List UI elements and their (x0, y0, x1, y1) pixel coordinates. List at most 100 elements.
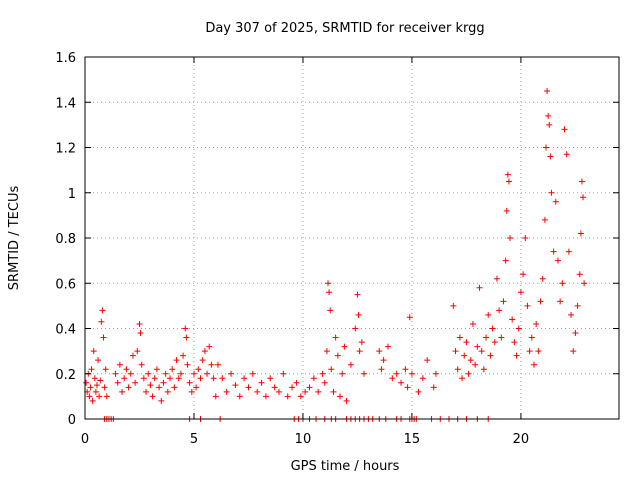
data-point (212, 393, 219, 400)
data-point (175, 375, 182, 382)
data-point (87, 384, 94, 391)
data-point (197, 375, 204, 382)
data-point (195, 366, 202, 373)
data-point (520, 271, 527, 278)
data-point (393, 370, 400, 377)
data-point (147, 382, 154, 389)
data-point (129, 352, 136, 359)
data-point (454, 366, 461, 373)
data-point (541, 216, 548, 223)
data-point (236, 393, 243, 400)
data-point (328, 366, 335, 373)
data-point (398, 379, 405, 386)
data-point (116, 361, 123, 368)
data-point (206, 343, 213, 350)
data-point (315, 388, 322, 395)
data-point (565, 248, 572, 255)
data-point (360, 370, 367, 377)
data-point (415, 388, 422, 395)
data-point (326, 289, 333, 296)
data-point (188, 388, 195, 395)
data-point (140, 375, 147, 382)
data-point (580, 194, 587, 201)
y-tick-label: 0.4 (55, 323, 76, 338)
data-point (559, 280, 566, 287)
data-point (467, 357, 474, 364)
data-point (86, 393, 93, 400)
data-point (92, 388, 99, 395)
data-point (160, 379, 167, 386)
data-point (546, 121, 553, 128)
data-point (208, 361, 215, 368)
data-point (487, 352, 494, 359)
data-point (280, 370, 287, 377)
data-point (306, 384, 313, 391)
data-point (219, 375, 226, 382)
data-point (199, 357, 206, 364)
chart-title: Day 307 of 2025, SRMTID for receiver krg… (205, 21, 484, 36)
data-point (503, 207, 510, 214)
data-point (319, 370, 326, 377)
data-point (284, 393, 291, 400)
y-tick-label: 1.4 (55, 96, 76, 111)
data-point (478, 348, 485, 355)
data-point (112, 370, 119, 377)
data-point (461, 352, 468, 359)
x-tick-label: 5 (190, 432, 198, 447)
data-point (254, 388, 261, 395)
data-point (561, 126, 568, 133)
data-point (134, 348, 141, 355)
data-point (535, 348, 542, 355)
data-point (341, 343, 348, 350)
x-axis-label: GPS time / hours (291, 459, 400, 474)
data-point (98, 318, 105, 325)
data-point (570, 348, 577, 355)
data-point (352, 325, 359, 332)
x-tick-label: 15 (404, 432, 421, 447)
data-point (323, 348, 330, 355)
data-point (581, 280, 588, 287)
data-point (121, 375, 128, 382)
data-point (182, 325, 189, 332)
data-point (572, 330, 579, 337)
data-point (96, 393, 103, 400)
data-point (419, 375, 426, 382)
data-point (136, 320, 143, 327)
data-point (574, 302, 581, 309)
data-point (114, 379, 121, 386)
data-point (325, 280, 332, 287)
data-point (533, 320, 540, 327)
data-point (184, 361, 191, 368)
y-tick-label: 1.2 (55, 142, 76, 157)
data-point (424, 357, 431, 364)
data-point (321, 379, 328, 386)
data-point (476, 284, 483, 291)
data-point (245, 384, 252, 391)
data-point (90, 348, 97, 355)
data-point (156, 384, 163, 391)
data-point (389, 375, 396, 382)
data-point (528, 334, 535, 341)
y-tick-label: 1 (68, 187, 76, 202)
data-point (180, 352, 187, 359)
data-point (137, 330, 144, 337)
data-point (513, 352, 520, 359)
data-point (463, 339, 470, 346)
data-point (88, 366, 95, 373)
data-point (406, 314, 413, 321)
data-point (568, 311, 575, 318)
data-point (210, 375, 217, 382)
data-point (474, 343, 481, 350)
data-point (101, 384, 108, 391)
y-tick-label: 0.6 (55, 277, 76, 292)
data-point (164, 388, 171, 395)
data-point (151, 375, 158, 382)
data-point (293, 379, 300, 386)
data-point (177, 370, 184, 377)
data-point (515, 325, 522, 332)
data-point (132, 379, 139, 386)
data-point (330, 388, 337, 395)
data-point (201, 348, 208, 355)
data-point (496, 307, 503, 314)
